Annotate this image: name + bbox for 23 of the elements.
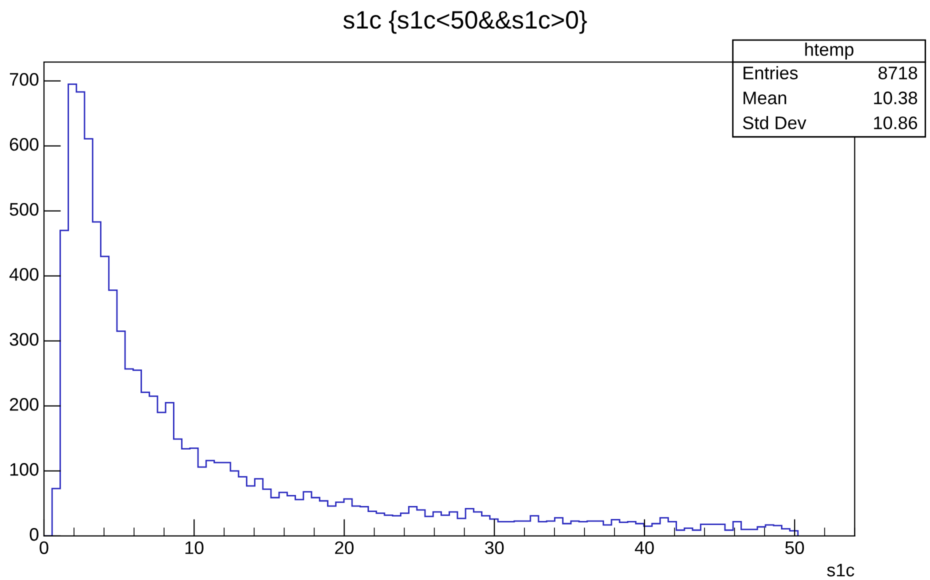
text: 10.38 (874, 92, 918, 104)
x-tick-label: 30 (485, 541, 504, 554)
annotation: Entries (744, 66, 798, 80)
text: 8718 (878, 66, 918, 80)
y-tick-label: 200 (10, 398, 38, 411)
x-tick-label: 0 (40, 541, 48, 554)
x-tick-label: 20 (335, 541, 354, 554)
text: 10.86 (874, 116, 918, 130)
y-tick-label: 600 (10, 138, 38, 151)
text: htemp (805, 42, 854, 60)
y-tick-label: 400 (9, 268, 38, 281)
x-tick-label: 50 (785, 541, 804, 554)
x-tick-label: 40 (634, 541, 654, 554)
y-tick-label: 500 (10, 202, 38, 216)
annotation: Std Dev (742, 116, 806, 130)
annotation: Mean (744, 92, 786, 104)
y-tick-label: 300 (10, 333, 38, 346)
x-axis-title: s1c (827, 564, 854, 576)
x-tick-label: 10 (185, 541, 204, 554)
chart-title: s1c {s1c<50&&s1c>0} (343, 10, 587, 34)
y-tick-label: 700 (10, 72, 38, 86)
y-tick-label: 100 (10, 463, 38, 476)
y-tick-label: 0 (30, 528, 38, 541)
